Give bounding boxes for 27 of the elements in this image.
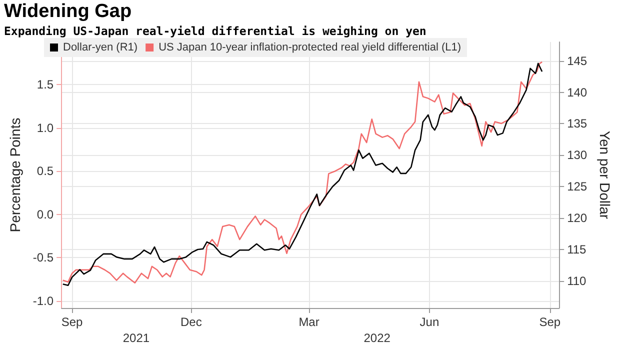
x-tick-label: Mar (298, 315, 320, 329)
y2-tick-label: 120 (567, 211, 588, 226)
x2-tick-label: 2021 (122, 331, 150, 345)
legend-label: US Japan 10-year inflation-protected real yield differential (L1) (158, 42, 462, 54)
x-tick-label: Sep (539, 315, 561, 329)
y2-tick-label: 110 (567, 274, 587, 288)
x-tick-label: Sep (61, 315, 84, 329)
y2-tick-label: 130 (567, 148, 588, 162)
y-tick-label: 1.5 (36, 77, 54, 92)
y2-tick-label: 135 (567, 116, 588, 131)
y-axis-title: Percentage Points (7, 118, 23, 232)
x-tick-label: Dec (180, 315, 202, 329)
x2-tick-label: 2022 (364, 331, 391, 345)
chart-subtitle: Expanding US-Japan real-yield differential is weighing on yen (4, 23, 428, 39)
y2-tick-label: 115 (567, 242, 587, 257)
x-tick-label: Jun (420, 315, 440, 329)
y-tick-label: -0.5 (32, 250, 54, 265)
y2-tick-label: 140 (567, 85, 588, 100)
y2-tick-label: 145 (567, 54, 588, 68)
y2-tick-label: 125 (567, 180, 588, 194)
y-tick-label: 0.5 (36, 164, 54, 178)
legend-label: Dollar-yen (R1) (63, 42, 138, 54)
y-tick-label: -1.0 (32, 294, 54, 308)
y-tick-label: 0.0 (36, 207, 54, 222)
y-tick-label: 1.0 (36, 120, 54, 135)
chart-title: Widening Gap (4, 0, 133, 23)
y2-axis-title: Yen per Dollar (597, 130, 613, 220)
